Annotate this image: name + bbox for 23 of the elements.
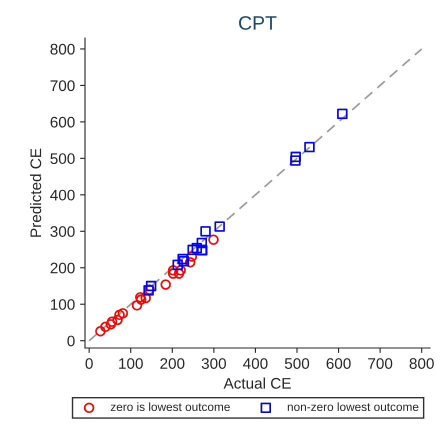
y-tick-label: 200 [50,262,75,274]
legend-label: zero is lowest outcome [110,402,230,412]
x-tick-label: 400 [243,358,268,369]
x-tick-label: 700 [368,358,392,369]
y-tick-label: 300 [50,226,75,237]
x-tick-label: 600 [326,358,351,369]
x-tick-label: 200 [160,358,184,369]
y-tick-label: 500 [50,153,75,164]
y-tick-label: 600 [50,116,75,128]
y-tick-label: 800 [50,44,75,55]
x-tick-label: 100 [119,358,143,369]
x-tick-label: 0 [86,358,93,369]
legend-label: non-zero lowest outcome [288,402,418,412]
x-tick-label: 800 [410,358,434,369]
x-axis-title: Actual CE [224,378,291,389]
x-tick-label: 300 [202,358,226,369]
y-tick-label: 0 [67,336,75,346]
y-tick-label: 400 [50,190,75,201]
y-axis-title: Predicted CE [30,148,42,237]
x-tick-label: 500 [284,358,310,369]
chart-title: CPT [239,16,276,30]
y-tick-label: 100 [50,299,75,310]
y-tick-label: 700 [50,80,75,92]
